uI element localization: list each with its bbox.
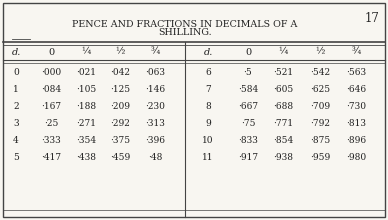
- Text: ·333: ·333: [41, 136, 61, 145]
- Text: ·542: ·542: [310, 68, 330, 77]
- Text: ·563: ·563: [346, 68, 366, 77]
- Text: 0: 0: [13, 68, 19, 77]
- Text: ·605: ·605: [273, 84, 293, 94]
- Text: d.: d.: [203, 48, 213, 57]
- Text: ·584: ·584: [238, 84, 258, 94]
- Text: d.: d.: [11, 48, 21, 57]
- Text: ·730: ·730: [346, 101, 366, 110]
- Text: ·25: ·25: [44, 119, 58, 128]
- Text: ¾: ¾: [351, 48, 361, 57]
- Text: 4: 4: [13, 136, 19, 145]
- Text: ·209: ·209: [110, 101, 130, 110]
- Text: ·063: ·063: [145, 68, 165, 77]
- Text: 5: 5: [13, 152, 19, 161]
- Text: ·354: ·354: [76, 136, 96, 145]
- Text: ·813: ·813: [346, 119, 366, 128]
- Text: 0: 0: [245, 48, 251, 57]
- Text: ·792: ·792: [310, 119, 330, 128]
- Text: 9: 9: [205, 119, 211, 128]
- Text: ·667: ·667: [238, 101, 258, 110]
- Text: ·959: ·959: [310, 152, 330, 161]
- Text: ·125: ·125: [110, 84, 130, 94]
- Text: ·000: ·000: [41, 68, 61, 77]
- Text: PENCE AND FRACTIONS IN DECIMALS OF A: PENCE AND FRACTIONS IN DECIMALS OF A: [72, 20, 298, 29]
- Text: 17: 17: [364, 12, 379, 25]
- Text: ·709: ·709: [310, 101, 330, 110]
- Text: ·938: ·938: [273, 152, 293, 161]
- Text: 6: 6: [205, 68, 211, 77]
- Text: 3: 3: [13, 119, 19, 128]
- Text: ·896: ·896: [346, 136, 366, 145]
- Text: ·771: ·771: [273, 119, 293, 128]
- Text: ·230: ·230: [145, 101, 165, 110]
- Text: ·48: ·48: [148, 152, 162, 161]
- Text: ·146: ·146: [145, 84, 165, 94]
- Text: ·875: ·875: [310, 136, 330, 145]
- Text: ·042: ·042: [110, 68, 130, 77]
- Text: ¼: ¼: [278, 48, 288, 57]
- Text: ·438: ·438: [76, 152, 96, 161]
- Text: ·105: ·105: [76, 84, 96, 94]
- Text: ½: ½: [315, 48, 325, 57]
- Text: ·980: ·980: [346, 152, 366, 161]
- Text: ·625: ·625: [310, 84, 330, 94]
- Text: 2: 2: [13, 101, 19, 110]
- Text: ·459: ·459: [110, 152, 130, 161]
- Text: ·292: ·292: [110, 119, 130, 128]
- Text: ·833: ·833: [238, 136, 258, 145]
- Text: ·688: ·688: [273, 101, 293, 110]
- Text: ·75: ·75: [241, 119, 255, 128]
- Text: 11: 11: [202, 152, 214, 161]
- Text: ·396: ·396: [145, 136, 165, 145]
- Text: ·854: ·854: [273, 136, 293, 145]
- Text: ¼: ¼: [81, 48, 91, 57]
- Text: ·313: ·313: [145, 119, 165, 128]
- Text: ·188: ·188: [76, 101, 96, 110]
- Text: 10: 10: [202, 136, 214, 145]
- Text: ·917: ·917: [238, 152, 258, 161]
- Text: ¾: ¾: [150, 48, 160, 57]
- Text: ·646: ·646: [346, 84, 366, 94]
- Text: ·021: ·021: [76, 68, 96, 77]
- Text: 1: 1: [13, 84, 19, 94]
- Text: ·167: ·167: [41, 101, 61, 110]
- Text: ·084: ·084: [41, 84, 61, 94]
- Text: ·375: ·375: [110, 136, 130, 145]
- Text: 0: 0: [48, 48, 54, 57]
- Text: ·417: ·417: [41, 152, 61, 161]
- Text: ½: ½: [115, 48, 125, 57]
- Text: 8: 8: [205, 101, 211, 110]
- Text: ·521: ·521: [273, 68, 293, 77]
- Text: ·5: ·5: [244, 68, 252, 77]
- Text: 7: 7: [205, 84, 211, 94]
- Text: SHILLING.: SHILLING.: [158, 28, 212, 37]
- Text: ·271: ·271: [76, 119, 96, 128]
